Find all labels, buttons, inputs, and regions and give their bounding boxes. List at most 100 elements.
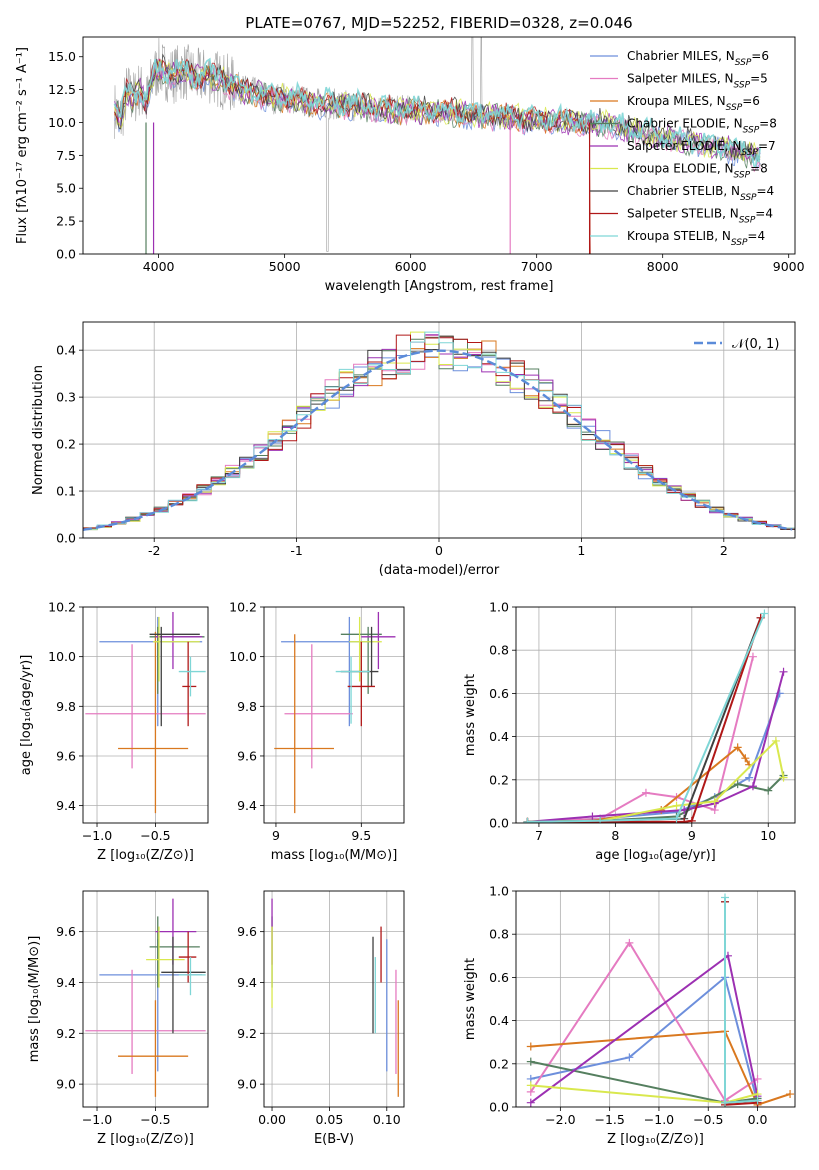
legend-label: Chabrier STELIB, NSSP=4 — [627, 184, 774, 203]
axes-frame — [515, 606, 796, 824]
model-line — [113, 57, 761, 168]
y-tick-label: 9.2 — [237, 1026, 257, 1041]
axes-frame — [82, 890, 209, 1108]
legend: Chabrier MILES, NSSP=6 Salpeter MILES, NS… — [590, 49, 777, 248]
axes-frame — [263, 606, 405, 824]
y-tick-label: 0.0 — [56, 531, 76, 546]
y-tick-label: 9.4 — [56, 975, 76, 990]
x-tick-label: 0.10 — [373, 1112, 401, 1127]
series-point — [721, 1098, 730, 1107]
x-tick-label: 0.00 — [258, 1112, 286, 1127]
x-axis-label: Z [log₁₀(Z/Z⊙)] — [607, 1132, 704, 1147]
x-tick-label: 0.05 — [315, 1112, 343, 1127]
series-point — [625, 938, 634, 947]
series-point — [748, 652, 757, 661]
x-tick-label: 9 — [688, 828, 696, 843]
x-tick-label: 6000 — [395, 259, 427, 274]
x-axis-label: Z [log₁₀(Z/Z⊙)] — [97, 1132, 194, 1147]
y-tick-label: 0.6 — [489, 686, 509, 701]
legend-label: Kroupa MILES, NSSP=6 — [627, 94, 760, 113]
plot-area-weight_vs_Z — [516, 891, 795, 1107]
series-point — [710, 797, 719, 806]
series-line — [530, 975, 759, 1103]
x-tick-label: 9.5 — [351, 828, 371, 843]
plot-area-age_vs_Z — [83, 607, 208, 823]
legend-label: Kroupa ELODIE, NSSP=8 — [627, 162, 768, 181]
series-point — [625, 1053, 634, 1062]
series-line — [527, 613, 766, 823]
y-tick-label: 9.6 — [237, 924, 257, 939]
panel-age_vs_mass: 9 9.5 9.4 9.6 9.8 10.0 10.2 mass [log₁₀(M/M⊙)] — [229, 600, 405, 863]
legend-label: Salpeter STELIB, NSSP=4 — [627, 207, 773, 226]
series-point — [786, 1090, 795, 1099]
series-point — [526, 1042, 535, 1051]
series-point — [680, 817, 689, 823]
panel-mass_vs_Z: −1.0 −0.5 9.0 9.2 9.4 9.6 Z [log₁₀(Z/Z⊙)] mass … — [27, 890, 209, 1147]
x-tick-label: 1 — [577, 543, 585, 558]
histogram-step-line — [83, 331, 795, 531]
y-tick-label: 10.0 — [229, 649, 257, 664]
y-tick-label: 15.0 — [48, 49, 76, 64]
y-axis-label: mass weight — [463, 674, 478, 756]
series-point — [771, 736, 780, 745]
y-tick-label: 0.4 — [56, 343, 76, 358]
x-tick-label: 5000 — [269, 259, 301, 274]
series-point — [641, 788, 650, 797]
y-tick-label: 10.2 — [229, 600, 257, 615]
y-tick-label: 0.2 — [56, 437, 76, 452]
y-tick-label: 10.0 — [48, 649, 76, 664]
series-point — [733, 780, 742, 789]
y-tick-label: 9.2 — [56, 1026, 76, 1041]
y-axis-label: age [log₁₀(age/yr)] — [19, 655, 34, 776]
x-tick-label: −0.5 — [693, 1112, 723, 1127]
series-point — [721, 893, 730, 902]
series-point — [745, 773, 754, 782]
series-point — [526, 1081, 535, 1090]
plot-area-weight_vs_age — [516, 607, 795, 823]
y-tick-label: 1.0 — [489, 600, 509, 615]
panel-mass_vs_ebv: 0.00 0.05 0.10 9.0 9.2 9.4 9.6 E(B-V) — [237, 890, 405, 1147]
y-axis-label: mass weight — [463, 958, 478, 1040]
series-point — [672, 814, 681, 823]
y-tick-label: 5.0 — [56, 181, 76, 196]
x-tick-label: 9000 — [773, 259, 805, 274]
x-tick-label: 4000 — [143, 259, 175, 274]
plot-area-mass_vs_Z — [83, 891, 208, 1107]
x-tick-label: −0.5 — [140, 1112, 170, 1127]
x-tick-label: 0.0 — [748, 1112, 768, 1127]
x-tick-label: −1.0 — [82, 828, 112, 843]
y-tick-label: 0.4 — [489, 729, 509, 744]
series-point — [764, 786, 773, 795]
legend-label: Chabrier MILES, NSSP=6 — [627, 49, 769, 68]
series-point — [588, 812, 597, 821]
series-line — [529, 940, 759, 1102]
y-tick-label: 7.5 — [56, 148, 76, 163]
series-point — [748, 782, 757, 791]
plot-area-mass_vs_ebv — [264, 891, 404, 1107]
series-point — [753, 1096, 762, 1105]
series-point — [733, 743, 742, 752]
series-point — [779, 773, 788, 782]
axes-frame — [82, 606, 209, 824]
series-point — [779, 667, 788, 676]
y-axis-label: Normed distribution — [31, 365, 46, 495]
x-tick-label: 2 — [720, 543, 728, 558]
y-tick-label: 2.5 — [56, 214, 76, 229]
y-tick-label: 9.0 — [237, 1077, 257, 1092]
series-point — [526, 1057, 535, 1066]
y-tick-label: 0.6 — [489, 970, 509, 985]
x-tick-label: −1.5 — [594, 1112, 624, 1127]
series-point — [526, 1098, 535, 1107]
axes-frame — [82, 321, 796, 539]
axes-frame — [515, 890, 796, 1108]
model-line — [114, 61, 591, 254]
x-tick-label: −0.5 — [140, 828, 170, 843]
model-line — [114, 58, 591, 254]
x-tick-label: 7 — [535, 828, 543, 843]
x-tick-label: 10 — [760, 828, 776, 843]
y-tick-label: 0.3 — [56, 390, 76, 405]
y-tick-label: 9.4 — [237, 798, 257, 813]
legend-label: Kroupa STELIB, NSSP=4 — [627, 229, 765, 248]
series-point — [741, 754, 750, 763]
